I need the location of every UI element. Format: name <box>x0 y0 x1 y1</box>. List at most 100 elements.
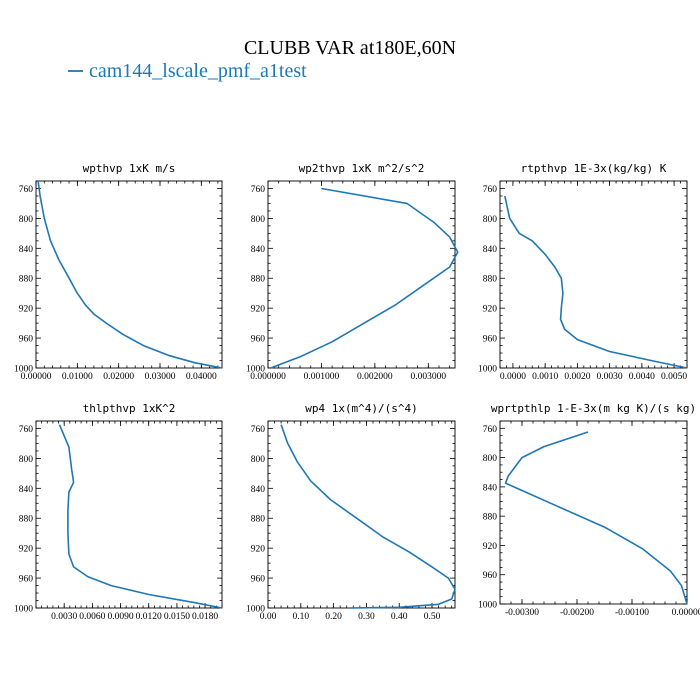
x-tick-label: 0.01000 <box>62 372 93 382</box>
panel-3: rtpthvp 1E-3x(kg/kg) K 760 800 840 880 920 960… <box>478 162 688 382</box>
x-tick-label: 0.0030 <box>597 372 623 382</box>
plot-frame <box>35 420 223 609</box>
y-tick-label: 800 <box>251 215 266 225</box>
y-tick-label: 1000 <box>478 601 497 611</box>
x-tick-label: 0.00000 <box>21 372 52 382</box>
y-tick-label: 920 <box>19 545 34 555</box>
y-tick-label: 840 <box>483 483 498 493</box>
y-tick-label: 960 <box>19 335 34 345</box>
x-tick-label: 0.0010 <box>532 372 558 382</box>
panel-title: rtpthvp 1E-3x(kg/kg) K <box>521 162 667 175</box>
panel-title: thlpthvp 1xK^2 <box>83 402 176 415</box>
y-tick-label: 920 <box>483 305 498 315</box>
y-tick-label: 760 <box>19 425 34 435</box>
y-tick-label: 960 <box>483 571 498 581</box>
series-line <box>504 431 688 605</box>
y-tick-label: 920 <box>483 542 498 552</box>
y-tick-label: 960 <box>19 575 34 585</box>
series-line <box>504 195 688 369</box>
y-tick-label: 800 <box>483 215 498 225</box>
plot-frame <box>35 180 223 369</box>
x-tick-label: -0.00200 <box>560 608 594 618</box>
x-tick-label: 0.0050 <box>661 372 687 382</box>
y-tick-label: 920 <box>251 545 266 555</box>
x-tick-label: -0.00100 <box>615 608 649 618</box>
x-tick-label: 0.00000 <box>672 608 700 618</box>
panel-5: wp4 1x(m^4)/(s^4)76080084088092096010000… <box>246 402 456 622</box>
y-tick-label: 840 <box>19 485 34 495</box>
x-tick-label: 0.000000 <box>250 372 286 382</box>
x-tick-label: 0.02000 <box>103 372 134 382</box>
x-tick-label: 0.0180 <box>192 612 218 622</box>
panel-2: wp2thvp 1xK m^2/s^2 760 800 840 880 920 960 100… <box>246 162 459 382</box>
x-tick-label: 0.0030 <box>51 612 77 622</box>
x-tick-label: 0.0150 <box>164 612 190 622</box>
x-tick-label: 0.001000 <box>304 372 340 382</box>
panel-1: wpthvp 1xK m/s 760 800 840 880 920 960 10000.00… <box>14 162 223 382</box>
x-tick-label: 0.0020 <box>564 372 590 382</box>
y-tick-label: 1000 <box>14 605 33 615</box>
x-tick-label: 0.10 <box>292 612 309 622</box>
x-tick-label: 0.20 <box>325 612 342 622</box>
series-line <box>37 180 223 369</box>
series-line <box>270 187 459 369</box>
y-tick-label: 840 <box>251 485 266 495</box>
plot-frame <box>267 420 456 609</box>
panel-4: thlpthvp 1xK^2 760 800 840 880 920 960 1000 0.00… <box>14 402 223 622</box>
y-tick-label: 880 <box>19 275 34 285</box>
y-tick-label: 960 <box>251 575 266 585</box>
y-tick-label: 760 <box>19 185 34 195</box>
x-tick-label: 0.40 <box>391 612 408 622</box>
y-tick-label: 800 <box>19 215 34 225</box>
legend: cam144_lscale_pmf_a1test <box>68 60 307 82</box>
y-tick-label: 760 <box>251 185 266 195</box>
y-tick-label: 880 <box>251 515 266 525</box>
y-tick-label: 960 <box>483 335 498 345</box>
x-tick-label: 0.50 <box>424 612 441 622</box>
series-line <box>280 424 456 609</box>
x-tick-label: 0.0060 <box>79 612 105 622</box>
y-tick-label: 1000 <box>478 365 497 375</box>
y-tick-label: 840 <box>19 245 34 255</box>
y-tick-label: 800 <box>483 454 498 464</box>
x-tick-label: 0.0000 <box>500 372 526 382</box>
panel-title: wp2thvp 1xK m^2/s^2 <box>299 162 425 175</box>
x-tick-label: 0.30 <box>358 612 375 622</box>
plot-frame <box>499 180 688 369</box>
y-tick-label: 800 <box>251 455 266 465</box>
y-tick-label: 1000 <box>246 605 265 615</box>
x-tick-label: 0.0090 <box>107 612 133 622</box>
y-tick-label: 840 <box>251 245 266 255</box>
y-tick-label: 920 <box>19 305 34 315</box>
plot-frame <box>499 420 688 605</box>
y-tick-label: 760 <box>483 185 498 195</box>
y-tick-label: 1000 <box>246 365 265 375</box>
series-line <box>58 424 223 609</box>
y-tick-label: 760 <box>483 425 498 435</box>
x-tick-label: 0.003000 <box>410 372 446 382</box>
x-tick-label: 0.0040 <box>629 372 655 382</box>
x-tick-label: 0.04000 <box>186 372 217 382</box>
y-tick-label: 880 <box>19 515 34 525</box>
y-tick-label: 880 <box>483 513 498 523</box>
y-tick-label: 800 <box>19 455 34 465</box>
y-tick-label: 1000 <box>14 365 33 375</box>
y-tick-label: 880 <box>251 275 266 285</box>
panel-6: wprtpthlp 1-E-3x(m kg K)/(s kg) 760 800 840… <box>478 402 700 618</box>
y-tick-label: 760 <box>251 425 266 435</box>
y-tick-label: 840 <box>483 245 498 255</box>
panel-grid: wpthvp 1xK m/s76080084088092096010000.00… <box>14 162 700 622</box>
figure-title: CLUBB VAR at180E,60N <box>244 37 456 59</box>
y-tick-label: 960 <box>251 335 266 345</box>
plot-frame <box>267 180 456 369</box>
x-tick-label: -0.00300 <box>505 608 539 618</box>
x-tick-label: 0.00 <box>260 612 277 622</box>
x-tick-label: 0.0120 <box>136 612 162 622</box>
x-tick-label: 0.03000 <box>145 372 176 382</box>
panel-title: wp4 1x(m^4)/(s^4) <box>305 402 418 415</box>
x-tick-label: 0.002000 <box>357 372 393 382</box>
legend-label: cam144_lscale_pmf_a1test <box>89 60 307 82</box>
panel-title: wprtpthlp 1-E-3x(m kg K)/(s kg) <box>491 402 696 415</box>
panel-title: wpthvp 1xK m/s <box>83 162 176 175</box>
